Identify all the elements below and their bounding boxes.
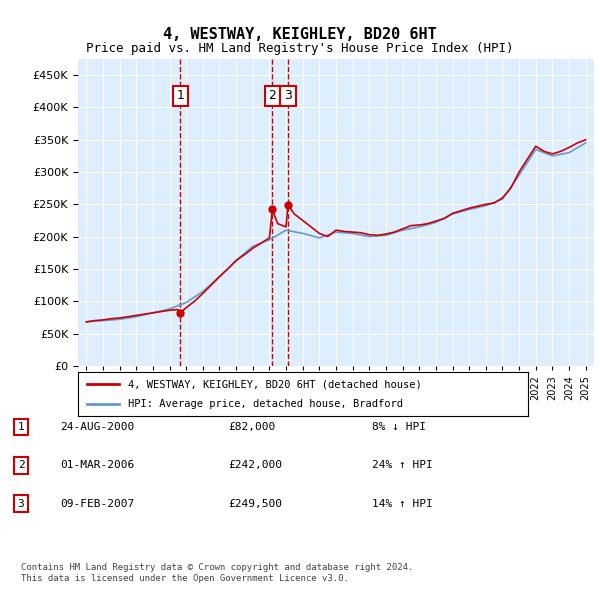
Text: 2: 2	[17, 460, 25, 470]
Text: £249,500: £249,500	[228, 499, 282, 509]
Text: 8% ↓ HPI: 8% ↓ HPI	[372, 422, 426, 432]
Text: 01-MAR-2006: 01-MAR-2006	[60, 460, 134, 470]
Text: 1: 1	[176, 89, 184, 102]
Text: Price paid vs. HM Land Registry's House Price Index (HPI): Price paid vs. HM Land Registry's House …	[86, 42, 514, 55]
Text: 09-FEB-2007: 09-FEB-2007	[60, 499, 134, 509]
Text: 4, WESTWAY, KEIGHLEY, BD20 6HT (detached house): 4, WESTWAY, KEIGHLEY, BD20 6HT (detached…	[128, 379, 421, 389]
Text: £242,000: £242,000	[228, 460, 282, 470]
Text: 2: 2	[268, 89, 276, 102]
Text: 24% ↑ HPI: 24% ↑ HPI	[372, 460, 433, 470]
Text: £82,000: £82,000	[228, 422, 275, 432]
Text: 14% ↑ HPI: 14% ↑ HPI	[372, 499, 433, 509]
Text: 4, WESTWAY, KEIGHLEY, BD20 6HT: 4, WESTWAY, KEIGHLEY, BD20 6HT	[163, 27, 437, 41]
Text: Contains HM Land Registry data © Crown copyright and database right 2024.
This d: Contains HM Land Registry data © Crown c…	[21, 563, 413, 583]
Text: HPI: Average price, detached house, Bradford: HPI: Average price, detached house, Brad…	[128, 399, 403, 408]
Text: 24-AUG-2000: 24-AUG-2000	[60, 422, 134, 432]
Text: 3: 3	[17, 499, 25, 509]
Text: 1: 1	[17, 422, 25, 432]
Text: 3: 3	[284, 89, 292, 102]
